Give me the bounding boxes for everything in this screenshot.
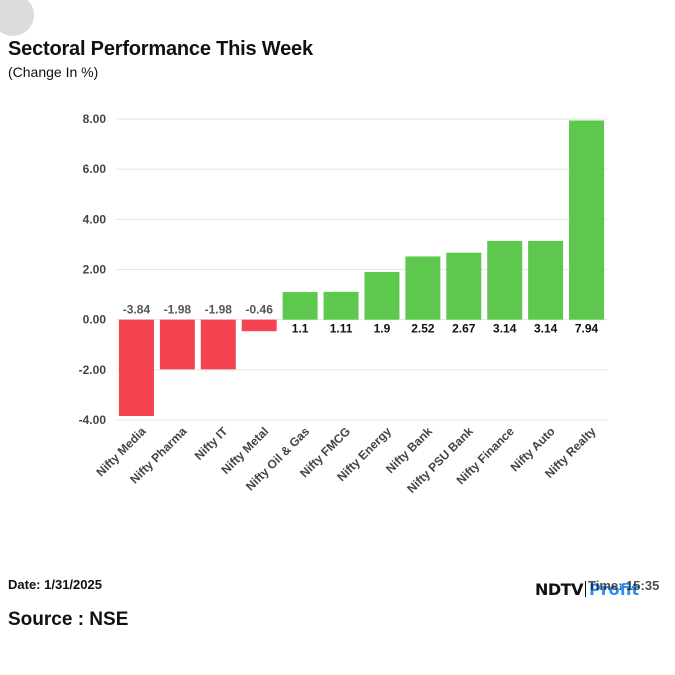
brand-logo: NDTV Profit [535,577,639,601]
data-label: 7.94 [575,322,599,336]
brand-separator [584,581,586,597]
y-tick-label: 6.00 [83,162,107,176]
chart-title: Sectoral Performance This Week [8,38,313,60]
y-tick-label: -4.00 [79,413,107,427]
y-tick-label: -2.00 [79,363,107,377]
bar [569,120,605,320]
bar [446,252,482,320]
y-tick-label: 4.00 [83,212,107,226]
bar [528,240,564,320]
data-label: -1.98 [205,303,233,317]
timestamp-label: Time: 15:35 [588,578,660,593]
y-tick-label: 0.00 [83,313,107,327]
source-label: Source : NSE [8,609,129,630]
data-label: 1.9 [374,322,391,336]
brand-ndtv-text: NDTV [535,579,583,599]
bar [282,292,318,320]
data-label: -3.84 [123,303,151,317]
date-label: Date: 1/31/2025 [8,577,102,592]
data-label: 1.11 [330,322,353,336]
chart-subtitle: (Change In %) [8,64,99,80]
bar-chart: 8.00 6.00 4.00 2.00 0.00 -2.00 -4.00 -3.84 Nifty… [79,112,607,496]
bar [241,319,277,332]
data-label: 2.67 [452,322,476,336]
bar [405,256,441,320]
x-tick-label: Nifty IT [192,424,231,463]
data-label: -1.98 [164,303,192,317]
bar [159,319,195,370]
y-tick-label: 8.00 [83,112,107,126]
brand-profit-text: Profit [588,579,640,599]
data-label: 1.1 [292,322,309,336]
data-label: 2.52 [411,322,435,336]
data-label: 3.14 [493,322,517,336]
data-label: -0.46 [246,303,274,317]
bar [487,240,523,320]
bar [200,319,236,370]
bar [118,319,154,416]
y-tick-label: 2.00 [83,263,107,277]
bar [323,291,359,320]
bar [364,272,400,320]
data-label: 3.14 [534,322,558,336]
